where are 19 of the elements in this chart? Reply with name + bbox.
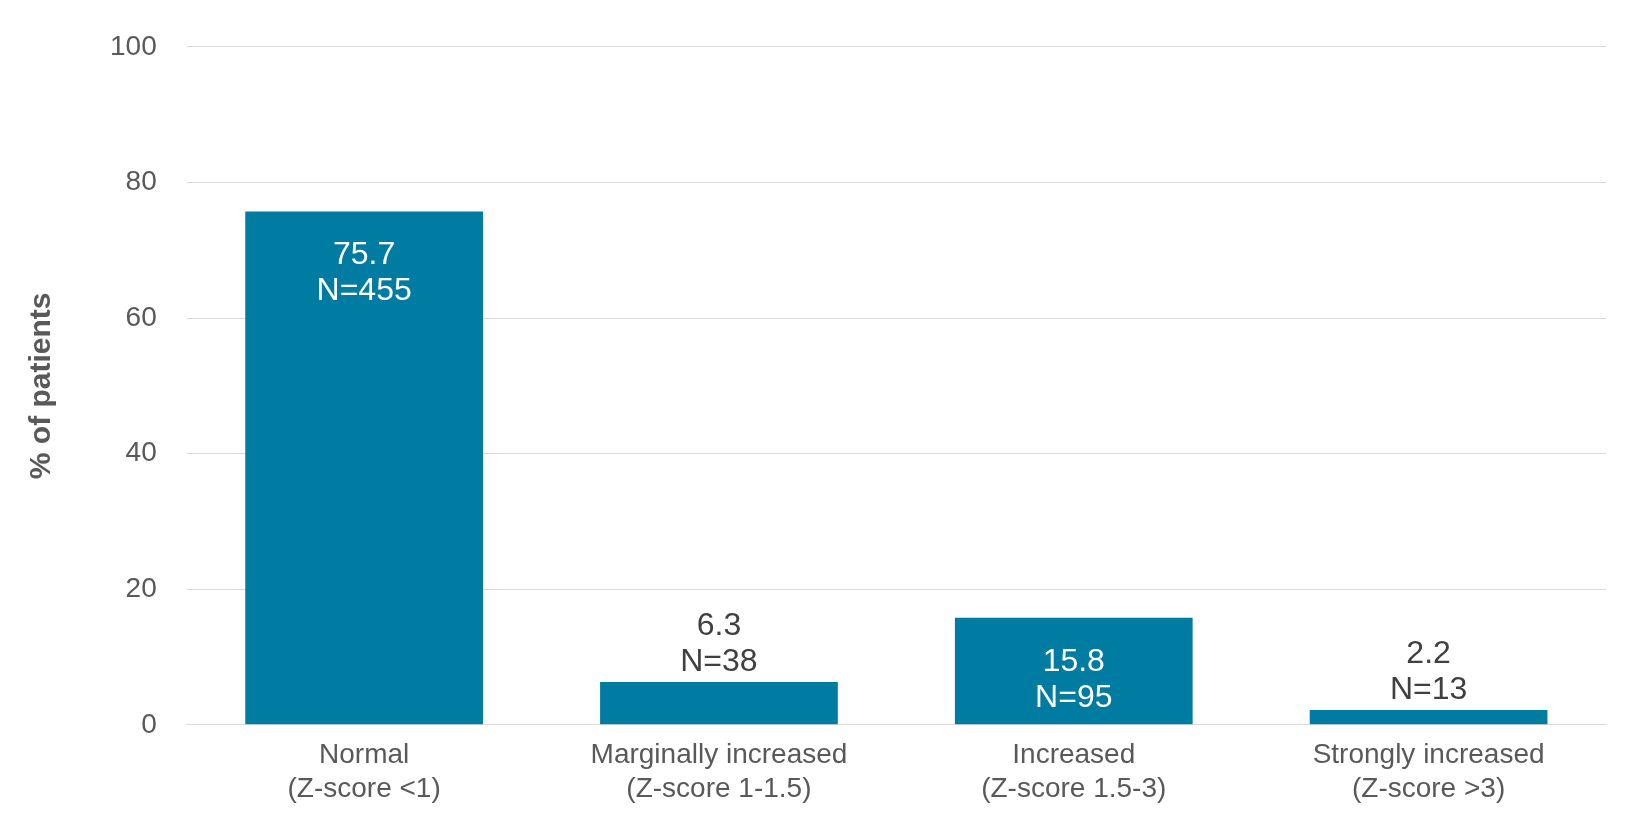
y-tick-label: 40	[125, 436, 157, 468]
data-label: 15.8 N=95	[1035, 641, 1113, 714]
bar	[600, 682, 838, 725]
y-tick-label: 20	[125, 571, 157, 603]
y-axis-title: % of patients	[23, 292, 57, 480]
x-tick-label: Normal (Z-score <1)	[287, 738, 441, 803]
x-tick-label: Strongly increased (Z-score >3)	[1312, 738, 1545, 803]
y-tick-label: 0	[141, 707, 157, 739]
y-tick-label: 80	[125, 165, 157, 197]
bar	[1309, 709, 1548, 725]
data-label: 75.7 N=455	[316, 235, 412, 308]
y-tick-label: 100	[110, 29, 157, 61]
y-tick-label: 60	[125, 300, 157, 332]
x-tick-label: Marginally increased (Z-score 1-1.5)	[590, 738, 848, 803]
bar	[245, 211, 483, 725]
bar	[954, 617, 1193, 725]
data-label: 6.3 N=38	[680, 605, 758, 678]
data-label: 2.2 N=13	[1389, 633, 1468, 706]
x-tick-label: Increased (Z-score 1.5-3)	[981, 738, 1167, 803]
